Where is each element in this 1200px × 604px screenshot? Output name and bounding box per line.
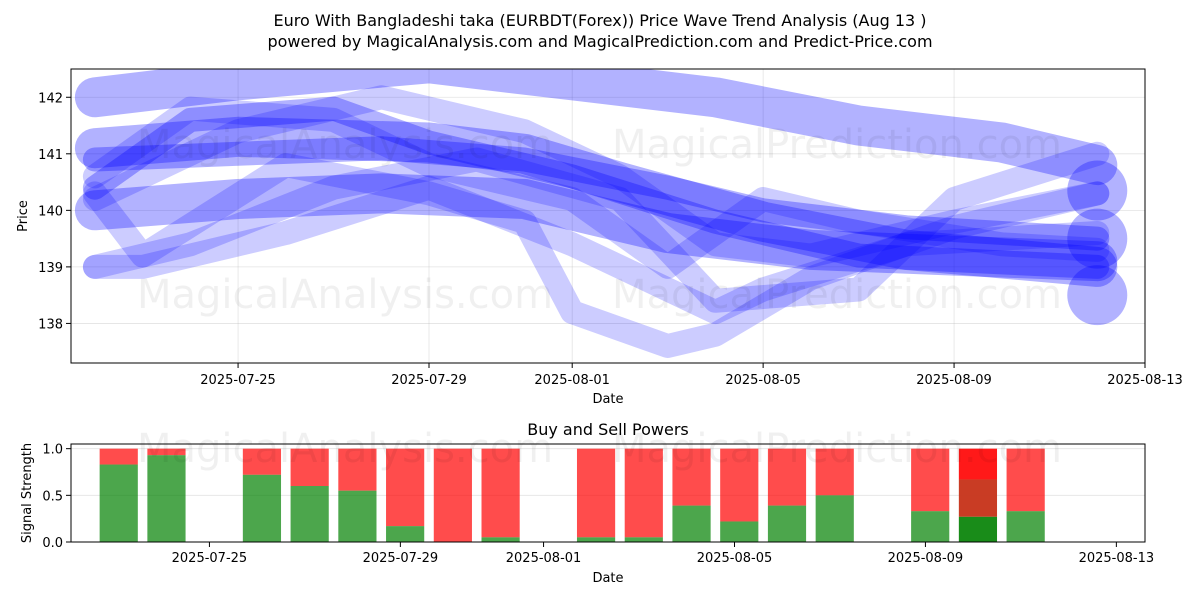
sell-bar (386, 448, 425, 527)
sell-bar (290, 448, 329, 486)
y-tick-label: 138 (38, 317, 63, 332)
wave-band-4 (82, 136, 1110, 251)
sell-bar (1006, 448, 1045, 512)
x-tick-label: 2025-08-05 (725, 373, 801, 388)
sell-bar (672, 448, 711, 506)
y-tick-label: 0.5 (42, 489, 63, 504)
y-tick-label: 141 (38, 148, 63, 163)
x-tick-label: 2025-08-01 (506, 551, 582, 566)
x-tick-label: 2025-07-29 (391, 373, 467, 388)
buy-bar (242, 474, 282, 542)
wave-end-marker-3 (1067, 265, 1128, 326)
buy-bar (958, 516, 998, 542)
sell-bar (338, 448, 377, 491)
watermark-prediction: MagicalPrediction.com (612, 426, 1062, 472)
sell-bar (481, 448, 520, 538)
signal-chart-title: Buy and Sell Powers (527, 420, 689, 439)
x-tick-label: 2025-08-09 (888, 551, 964, 566)
buy-bar (99, 464, 138, 542)
buy-bar (481, 537, 520, 542)
chart-title-line1: Euro With Bangladeshi taka (EURBDT(Forex… (273, 11, 926, 30)
x-tick-label: 2025-07-25 (172, 551, 248, 566)
sell-bar (99, 448, 138, 465)
x-tick-label: 2025-08-01 (534, 373, 610, 388)
buy-bar (290, 486, 329, 542)
y-tick-label: 1.0 (42, 443, 63, 458)
watermark-prediction: MagicalPrediction.com (612, 122, 1062, 168)
price-chart-grid (71, 69, 1146, 363)
price-x-axis-label: Date (592, 392, 623, 407)
wave-band-10 (82, 85, 1110, 268)
buy-bar (767, 505, 807, 542)
signal-y-axis-label: Signal Strength (20, 443, 35, 543)
sell-bar (433, 448, 472, 542)
buy-bar (624, 537, 663, 542)
x-tick-label: 2025-07-25 (200, 373, 276, 388)
signal-chart-ticks: 2025-07-25 2025-07-29 2025-08-01 2025-08-05… (42, 443, 1154, 566)
chart-title-line2: powered by MagicalAnalysis.com and Magic… (267, 32, 932, 51)
wave-band-3 (74, 173, 1118, 282)
wave-band-6 (82, 153, 1110, 358)
x-tick-label: 2025-08-13 (1079, 551, 1155, 566)
signal-chart-watermarks: MagicalAnalysis.com MagicalPrediction.co… (137, 426, 1062, 472)
y-tick-label: 0.0 (42, 536, 63, 551)
wave-band-7 (82, 175, 1110, 325)
signal-chart-frame (70, 443, 1146, 543)
sell-bar (958, 448, 998, 480)
wave-end-marker-2 (1067, 208, 1128, 269)
wave-band-8 (82, 96, 1110, 279)
wave-band-2 (74, 116, 1118, 287)
sell-bar (911, 448, 950, 512)
sell-bar (720, 448, 759, 522)
watermark-prediction: MagicalPrediction.com (612, 272, 1062, 318)
buy-bar (147, 455, 186, 542)
price-chart-watermarks: MagicalAnalysis.com MagicalPrediction.co… (137, 122, 1062, 318)
buy-bar (1006, 511, 1045, 542)
y-tick-label: 140 (38, 204, 63, 219)
wave-end-marker-1 (1067, 160, 1128, 221)
signal-bars (99, 448, 1045, 542)
price-chart-ticks: 2025-07-25 2025-07-29 2025-08-01 2025-08-05… (38, 91, 1183, 388)
signal-x-axis-label: Date (592, 571, 623, 586)
wave-band-5 (82, 96, 1110, 279)
x-tick-label: 2025-08-09 (916, 373, 992, 388)
sell-bar (576, 448, 616, 538)
buy-bar (386, 526, 425, 542)
price-chart-frame (70, 68, 1146, 364)
x-tick-label: 2025-08-05 (697, 551, 773, 566)
price-y-axis-label: Price (16, 200, 31, 232)
wave-band-1 (74, 69, 1118, 186)
buy-bar (911, 511, 950, 542)
watermark-analysis: MagicalAnalysis.com (137, 426, 553, 472)
buy-bar (815, 495, 854, 542)
sell-bar (958, 479, 998, 517)
x-tick-label: 2025-08-13 (1107, 373, 1183, 388)
y-tick-label: 139 (38, 261, 63, 276)
buy-bar (720, 521, 759, 542)
buy-bar (672, 505, 711, 542)
watermark-analysis: MagicalAnalysis.com (137, 272, 553, 318)
watermark-analysis: MagicalAnalysis.com (137, 122, 553, 168)
sell-bar (242, 448, 282, 475)
price-wave-lines (74, 69, 1128, 358)
y-tick-label: 142 (38, 91, 63, 106)
sell-bar (147, 448, 186, 456)
sell-bar (624, 448, 663, 538)
buy-bar (576, 537, 616, 542)
wave-band-9 (82, 141, 1110, 313)
sell-bar (815, 448, 854, 496)
x-tick-label: 2025-07-29 (363, 551, 439, 566)
buy-bar (338, 490, 377, 542)
sell-bar (767, 448, 807, 506)
